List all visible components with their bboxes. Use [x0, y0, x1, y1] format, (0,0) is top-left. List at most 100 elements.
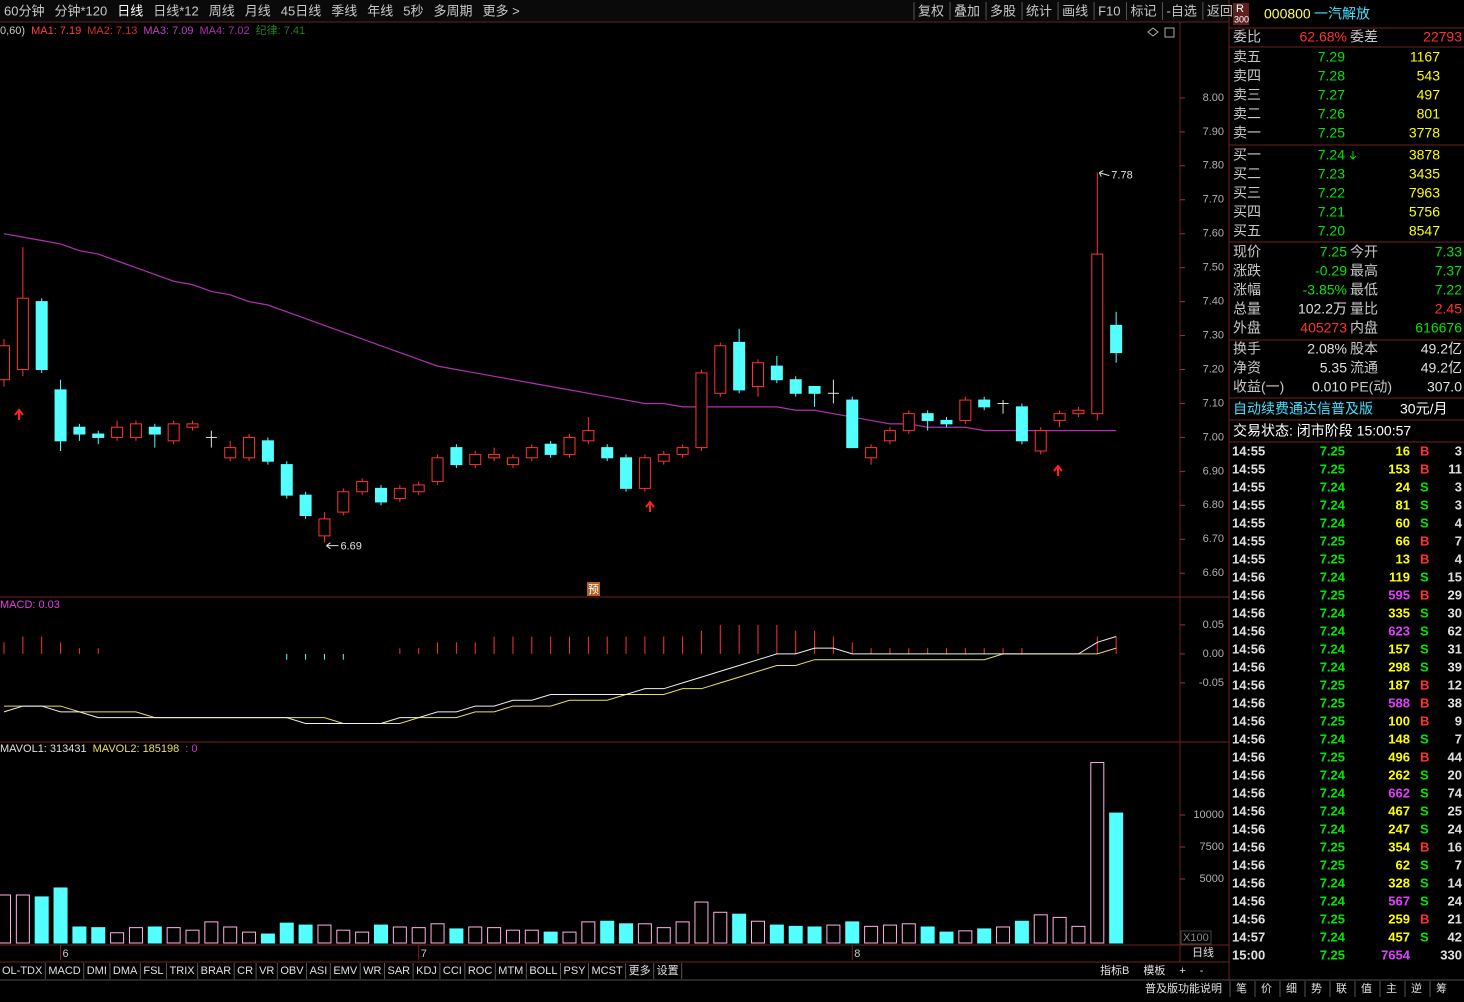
- toolbar-item[interactable]: 分钟*120: [54, 3, 107, 18]
- toolbar-item[interactable]: 统计: [1026, 3, 1052, 18]
- tab-button[interactable]: 模板: [1143, 963, 1165, 977]
- quote-label: 委比: [1233, 29, 1261, 45]
- tick-time: 14:56: [1232, 857, 1265, 872]
- candle-body: [846, 399, 859, 449]
- tick-price: 7.25: [1320, 551, 1345, 566]
- promo-price[interactable]: 30元/月: [1400, 401, 1447, 417]
- candle-body: [73, 426, 86, 435]
- toolbar-item[interactable]: F10: [1098, 3, 1120, 18]
- indicator-tab[interactable]: CR: [237, 965, 253, 977]
- footer-button[interactable]: 联: [1336, 982, 1347, 995]
- indicator-tab[interactable]: ASI: [310, 965, 328, 977]
- tick-time: 14:56: [1232, 623, 1265, 638]
- toolbar-item[interactable]: 日线: [117, 3, 143, 18]
- candle-body: [582, 430, 595, 442]
- indicator-tab[interactable]: VR: [259, 965, 274, 977]
- candle-body: [1110, 324, 1123, 354]
- indicator-tab[interactable]: TRIX: [170, 965, 196, 977]
- indicator-tab[interactable]: OBV: [280, 965, 304, 977]
- volume-bar: [656, 927, 671, 944]
- toolbar-item[interactable]: 年线: [367, 3, 393, 18]
- toolbar-item[interactable]: 复权: [918, 3, 944, 18]
- volume-bar: [505, 929, 520, 944]
- indicator-tab[interactable]: BRAR: [201, 965, 232, 977]
- footer-button[interactable]: 价: [1261, 982, 1272, 995]
- toolbar-item[interactable]: 多股: [990, 3, 1016, 18]
- volume-bar: [524, 929, 539, 944]
- footer-button[interactable]: 筹: [1436, 981, 1447, 995]
- tick-side: S: [1420, 893, 1429, 908]
- promo[interactable]: 自动续费通达信普及版: [1233, 401, 1373, 417]
- toolbar-item[interactable]: 多周期: [434, 3, 473, 18]
- help-link[interactable]: 普及版功能说明: [1145, 981, 1222, 995]
- footer-button[interactable]: 势: [1311, 982, 1322, 995]
- toolbar-item[interactable]: 日线*12: [153, 3, 199, 18]
- volume-bar: [751, 920, 765, 944]
- signal-arrow: [645, 500, 655, 512]
- candle-body: [883, 430, 896, 442]
- footer-button[interactable]: 主: [1386, 982, 1397, 995]
- y-tick-label: 7.60: [1203, 228, 1224, 240]
- tick-volume: 247: [1388, 821, 1410, 836]
- indicator-tab[interactable]: FSL: [143, 965, 163, 977]
- toolbar-item[interactable]: 周线: [209, 3, 235, 18]
- indicator-tab[interactable]: 设置: [657, 964, 679, 977]
- toolbar-item[interactable]: 5秒: [403, 3, 423, 18]
- tick-count: 12: [1448, 677, 1462, 692]
- badge: [1233, 3, 1249, 25]
- indicator-tab[interactable]: 更多: [629, 963, 651, 977]
- y-tick-label: 0.05: [1203, 619, 1224, 631]
- tick-count: 9: [1455, 713, 1462, 728]
- indicator-tab[interactable]: PSY: [563, 965, 586, 977]
- indicator-tab[interactable]: MTM: [498, 965, 523, 977]
- indicator-tab[interactable]: OL-TDX: [2, 965, 43, 977]
- toolbar-item[interactable]: 画线: [1062, 3, 1088, 18]
- toolbar-item[interactable]: -自选: [1167, 3, 1197, 18]
- indicator-tab[interactable]: BOLL: [529, 965, 557, 977]
- footer-button[interactable]: 逆: [1411, 981, 1422, 995]
- candle-body: [337, 491, 350, 513]
- tick-time: 14:55: [1232, 461, 1265, 476]
- toolbar-item[interactable]: 月线: [245, 3, 271, 18]
- icon[interactable]: [1147, 27, 1159, 37]
- book-price: 7.25: [1318, 125, 1345, 141]
- tick-price: 7.24: [1320, 497, 1346, 512]
- toolbar-item[interactable]: 更多 >: [483, 3, 520, 18]
- tick-price: 7.25: [1320, 587, 1345, 602]
- tab-button[interactable]: -: [1200, 965, 1204, 977]
- indicator-tab[interactable]: MCST: [592, 965, 623, 977]
- tick-count: 4: [1455, 551, 1463, 566]
- candle-body: [1053, 413, 1066, 421]
- indicator-tab[interactable]: DMI: [87, 965, 107, 977]
- volume-bar: [166, 927, 181, 944]
- toolbar-item[interactable]: 叠加: [954, 3, 980, 18]
- signal-arrow: [14, 408, 24, 420]
- indicator-tab[interactable]: KDJ: [416, 965, 437, 977]
- book-volume: 497: [1417, 87, 1441, 103]
- footer-button[interactable]: 笔: [1236, 981, 1247, 995]
- indicator-tab[interactable]: EMV: [333, 965, 358, 977]
- indicator-tab[interactable]: WR: [363, 965, 381, 977]
- toolbar-item[interactable]: 季线: [331, 3, 357, 18]
- tab-button[interactable]: +: [1179, 965, 1185, 977]
- icon[interactable]: [1164, 27, 1175, 38]
- tick-count: 30: [1448, 605, 1462, 620]
- tick-price: 7.24: [1320, 731, 1346, 746]
- footer-button[interactable]: 细: [1286, 982, 1297, 995]
- indicator-tab[interactable]: ROC: [468, 965, 493, 977]
- toolbar-item[interactable]: 60分钟: [4, 3, 44, 18]
- footer-button[interactable]: 值: [1361, 982, 1372, 995]
- indicator-tab[interactable]: DMA: [113, 965, 138, 977]
- tab-button[interactable]: 指标B: [1100, 963, 1129, 977]
- toolbar-item[interactable]: 标记: [1130, 3, 1156, 18]
- toolbar-item[interactable]: 返回: [1207, 3, 1233, 18]
- y-tick-label: 7.70: [1203, 194, 1224, 206]
- toolbar-item[interactable]: 45日线: [281, 3, 321, 18]
- candle-body: [280, 464, 293, 496]
- indicator-tab[interactable]: CCI: [443, 965, 462, 977]
- indicator-tab[interactable]: MACD: [48, 965, 80, 977]
- volume-bar: [298, 924, 313, 944]
- stat-value: 405273: [1300, 320, 1347, 336]
- candle-body: [92, 433, 105, 438]
- indicator-tab[interactable]: SAR: [387, 965, 410, 977]
